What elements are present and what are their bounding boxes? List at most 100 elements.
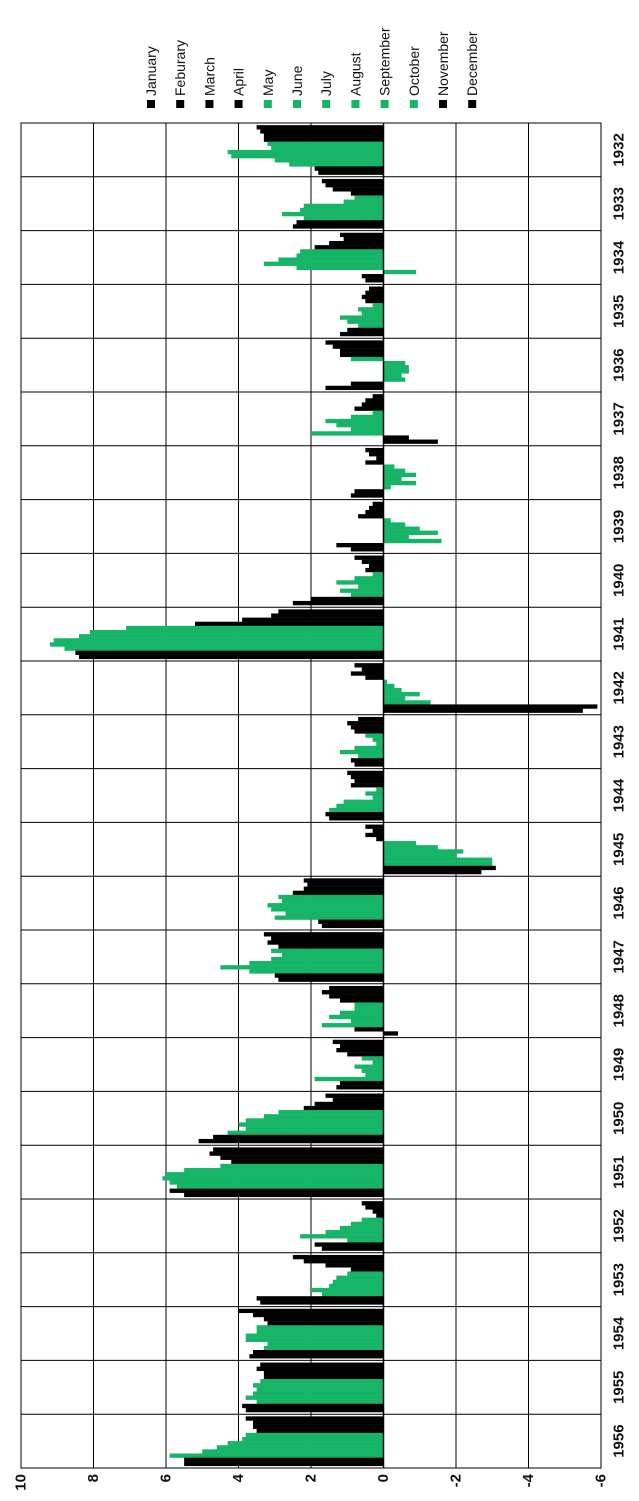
bar-1938-december bbox=[350, 493, 384, 498]
bar-1936-december bbox=[325, 385, 384, 391]
bar-1940-october bbox=[350, 592, 384, 597]
bar-1940-july bbox=[336, 580, 384, 585]
bar-1935-october bbox=[358, 323, 384, 328]
bar-1948-november bbox=[354, 1027, 384, 1032]
bar-1947-november bbox=[274, 973, 384, 978]
category-tick-label: 1934 bbox=[611, 240, 628, 274]
bar-1937-may bbox=[372, 410, 384, 415]
bar-1936-may bbox=[350, 356, 384, 362]
bar-1939-june bbox=[383, 522, 406, 527]
bar-1955-july bbox=[256, 1387, 384, 1392]
bar-1941-november bbox=[75, 650, 384, 655]
category-tick-label: 1941 bbox=[611, 617, 628, 650]
category-tick-label: 1939 bbox=[611, 510, 628, 543]
bar-1934-june bbox=[296, 253, 384, 258]
legend-item-april: April bbox=[231, 68, 247, 108]
bar-1943-july bbox=[376, 741, 384, 747]
bar-1937-april bbox=[354, 406, 384, 411]
bar-1942-january bbox=[354, 663, 384, 668]
bar-1947-december bbox=[278, 977, 384, 982]
bar-1956-may bbox=[245, 1432, 384, 1438]
bar-1935-march bbox=[361, 294, 384, 300]
bar-1936-july bbox=[383, 365, 409, 370]
bar-1938-november bbox=[354, 489, 384, 494]
bar-1937-july bbox=[325, 418, 384, 424]
bar-1953-september bbox=[311, 1287, 384, 1293]
bar-1933-july bbox=[303, 203, 384, 209]
bar-1942-august bbox=[383, 692, 420, 697]
legend-swatch bbox=[176, 100, 185, 108]
bar-1952-march bbox=[372, 1209, 384, 1214]
legend-swatch bbox=[322, 100, 331, 108]
bar-1952-april bbox=[376, 1213, 384, 1218]
bar-1945-feburary bbox=[372, 828, 384, 834]
bar-1940-april bbox=[365, 567, 384, 573]
bar-1952-december bbox=[321, 1246, 384, 1251]
bar-1952-november bbox=[314, 1242, 384, 1247]
bar-1955-may bbox=[260, 1379, 384, 1384]
legend-swatch bbox=[409, 100, 418, 108]
bar-1955-october bbox=[256, 1399, 384, 1404]
bar-1948-march bbox=[329, 994, 384, 999]
bar-1938-april bbox=[365, 460, 384, 465]
bar-1946-january bbox=[303, 878, 384, 883]
bar-1940-march bbox=[369, 563, 384, 569]
legend-label: September bbox=[377, 27, 393, 96]
bar-1950-july bbox=[245, 1118, 384, 1123]
legend-item-july: July bbox=[318, 71, 334, 108]
bar-1956-feburary bbox=[253, 1420, 384, 1425]
category-tick-label: 1937 bbox=[611, 402, 628, 435]
bar-1939-november bbox=[336, 542, 384, 548]
bar-1932-march bbox=[263, 133, 384, 138]
category-tick-label: 1933 bbox=[611, 187, 628, 220]
category-tick-label: 1943 bbox=[611, 725, 628, 758]
bar-1942-march bbox=[350, 671, 384, 676]
category-tick-label: 1949 bbox=[611, 1048, 628, 1081]
bar-1938-march bbox=[376, 456, 384, 461]
bar-1937-feburary bbox=[365, 398, 384, 403]
bar-1935-feburary bbox=[365, 290, 384, 296]
bar-1932-december bbox=[318, 170, 384, 175]
bar-1953-november bbox=[256, 1296, 384, 1301]
bar-1933-april bbox=[350, 191, 384, 196]
bar-1945-june bbox=[383, 845, 438, 850]
bar-1948-may bbox=[354, 1002, 384, 1007]
legend-swatch bbox=[468, 100, 477, 108]
bar-1932-september bbox=[274, 158, 384, 163]
value-tick-label: 4 bbox=[230, 1473, 247, 1482]
bar-1948-august bbox=[329, 1014, 384, 1020]
bar-1950-june bbox=[263, 1114, 384, 1119]
bar-1944-march bbox=[354, 779, 384, 784]
bar-1933-march bbox=[332, 187, 384, 192]
bar-1938-june bbox=[383, 468, 406, 473]
bar-1952-may bbox=[361, 1217, 384, 1222]
bar-1955-november bbox=[242, 1403, 384, 1409]
bar-1951-march bbox=[220, 1155, 384, 1160]
bar-1949-july bbox=[354, 1064, 384, 1069]
category-tick-label: 1954 bbox=[611, 1316, 628, 1350]
value-tick-label: 8 bbox=[85, 1474, 102, 1482]
bar-1941-january bbox=[278, 609, 384, 614]
bar-1945-august bbox=[383, 853, 456, 858]
bar-1948-april bbox=[340, 998, 384, 1003]
bar-1935-september bbox=[347, 319, 384, 324]
bar-1952-september bbox=[300, 1234, 384, 1239]
bar-1934-april bbox=[314, 245, 384, 250]
bar-1951-december bbox=[184, 1192, 384, 1198]
legend-label: May bbox=[260, 70, 276, 96]
bar-1954-june bbox=[256, 1329, 384, 1334]
bar-1947-january bbox=[263, 932, 384, 937]
value-tick-label: 0 bbox=[375, 1474, 392, 1482]
bar-1946-september bbox=[285, 911, 384, 916]
bar-1936-october bbox=[383, 377, 406, 382]
legend-item-june: June bbox=[289, 65, 305, 108]
legend-swatch bbox=[263, 100, 272, 108]
bar-1932-may bbox=[267, 141, 384, 146]
plot-border bbox=[20, 122, 602, 1469]
bar-1935-july bbox=[361, 311, 384, 316]
legend-item-october: October bbox=[406, 46, 422, 108]
bar-1948-september bbox=[350, 1018, 384, 1024]
category-tick-label: 1948 bbox=[611, 994, 628, 1027]
bar-1955-april bbox=[263, 1374, 384, 1380]
bar-1956-july bbox=[227, 1441, 384, 1446]
